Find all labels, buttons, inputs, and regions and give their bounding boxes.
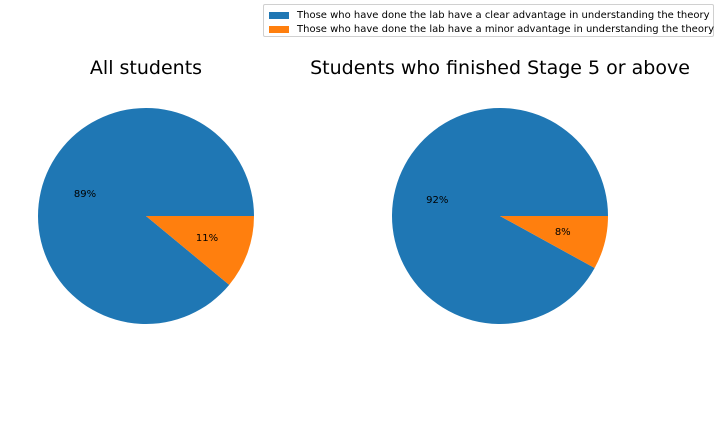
- pie-0-slice-1: [146, 216, 254, 285]
- pie-0-label-1: 11%: [196, 233, 218, 244]
- legend-label-clear-advantage: Those who have done the lab have a clear…: [297, 9, 710, 21]
- chart-title-all-students: All students: [89, 57, 203, 79]
- pie-0-label-0: 89%: [74, 189, 96, 200]
- pie-1-label-0: 92%: [426, 195, 448, 206]
- legend-item-clear-advantage: Those who have done the lab have a clear…: [269, 8, 710, 22]
- legend: Those who have done the lab have a clear…: [263, 4, 714, 37]
- chart-title-stage-5: Students who finished Stage 5 or above: [310, 57, 690, 79]
- pie-1-slice-0: [392, 107, 608, 324]
- legend-label-minor-advantage: Those who have done the lab have a minor…: [297, 23, 714, 35]
- legend-swatch-minor-advantage: [269, 25, 289, 33]
- pie-1-label-1: 8%: [555, 227, 571, 238]
- legend-swatch-clear-advantage: [269, 11, 289, 19]
- legend-item-minor-advantage: Those who have done the lab have a minor…: [269, 22, 714, 36]
- pie-1-slice-1: [500, 216, 608, 269]
